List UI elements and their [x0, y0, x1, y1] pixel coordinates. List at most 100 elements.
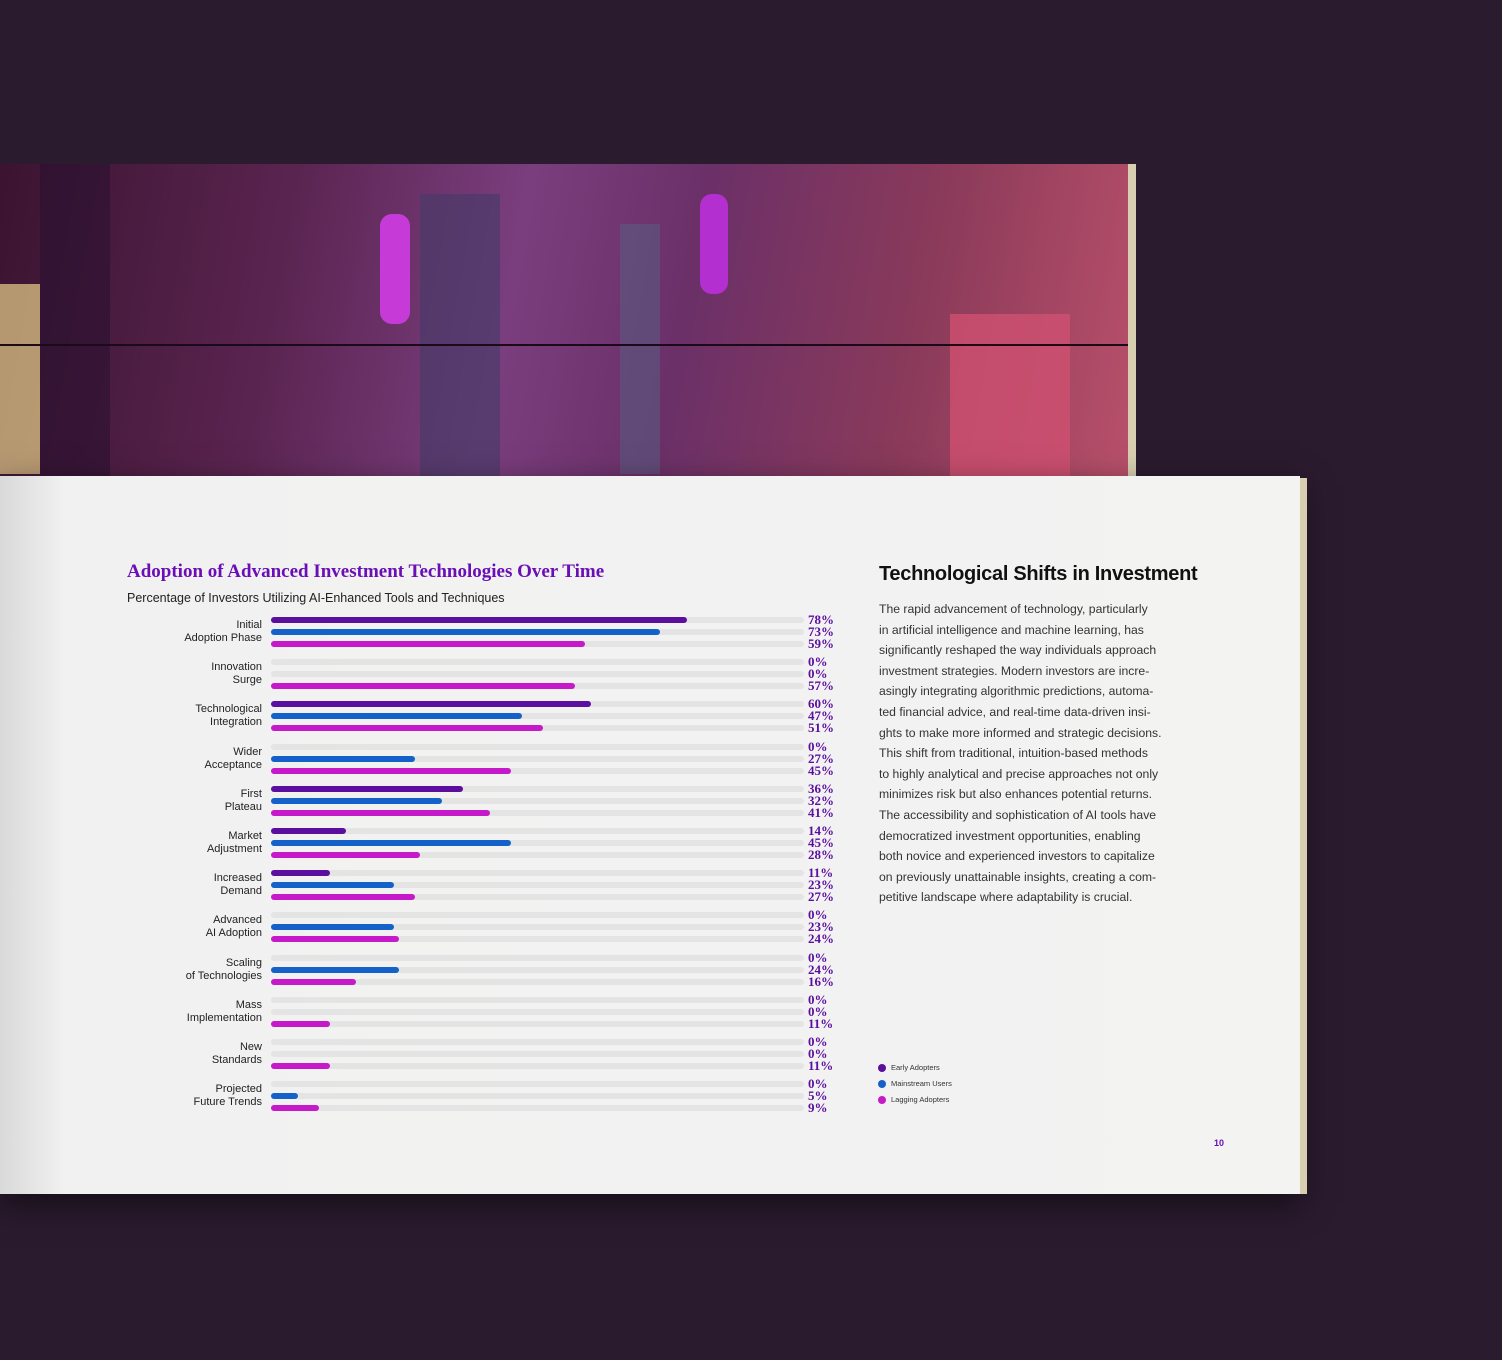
- bar: [271, 797, 442, 804]
- chart-subtitle: Percentage of Investors Utilizing AI-Enh…: [127, 591, 505, 605]
- bar: [271, 870, 330, 877]
- bar: [271, 840, 511, 846]
- bar-track: [271, 966, 804, 973]
- bar-track: [271, 785, 804, 792]
- body-text: The rapid advancement of technology, par…: [879, 602, 1162, 905]
- category-label: First Plateau: [224, 787, 262, 813]
- bar: [271, 809, 490, 816]
- bar-track: [271, 1039, 804, 1045]
- legend-marker: [878, 1096, 886, 1104]
- value-label: 11%: [808, 1015, 834, 1031]
- bar-track: [271, 1093, 804, 1100]
- bar-track: [271, 852, 804, 858]
- legend-label: Lagging Adopters: [891, 1095, 950, 1104]
- value-label: 0%: [808, 1046, 828, 1061]
- value-label: 51%: [808, 720, 834, 736]
- category-label: Market Adjustment: [206, 830, 262, 855]
- bar: [271, 1020, 330, 1027]
- cover-illustration: [0, 164, 1128, 476]
- bar: [271, 1105, 319, 1112]
- bar-track: [271, 936, 804, 943]
- category-label: Scaling of Technologies: [185, 956, 262, 982]
- bar-track: [271, 713, 804, 720]
- bar: [271, 785, 463, 792]
- bar-track: [271, 1008, 804, 1015]
- bar: [271, 683, 575, 690]
- value-label: 0%: [808, 1034, 828, 1049]
- category-label: Innovation Surge: [211, 661, 262, 687]
- book-page: [0, 476, 1300, 1194]
- bar: [271, 725, 543, 732]
- legend-marker: [878, 1080, 886, 1088]
- value-label: 14%: [808, 823, 834, 838]
- category-label: Mass Implementation: [186, 998, 262, 1024]
- category-label: Increased Demand: [213, 872, 262, 898]
- bar: [271, 924, 394, 931]
- category-label: New Standards: [211, 1041, 262, 1066]
- bar-track: [271, 882, 804, 889]
- value-label: 27%: [808, 750, 834, 766]
- value-label: 41%: [808, 804, 834, 820]
- value-label: 16%: [808, 973, 834, 989]
- value-label: 11%: [808, 1058, 834, 1073]
- category-label: Technological Integration: [195, 703, 262, 729]
- value-label: 0%: [808, 654, 828, 670]
- bar: [271, 978, 357, 985]
- page-number: 10: [1214, 1138, 1225, 1148]
- bar-track: [271, 924, 804, 931]
- bar: [271, 617, 687, 623]
- bar: [271, 852, 421, 858]
- value-label: 78%: [808, 612, 834, 627]
- bar-track: [271, 743, 804, 750]
- book-edge: [1300, 478, 1307, 1194]
- bar-track: [271, 1063, 804, 1069]
- bar-track: [271, 797, 804, 804]
- value-label: 59%: [808, 636, 834, 651]
- value-label: 0%: [808, 1003, 828, 1019]
- legend-label: Early Adopters: [891, 1063, 940, 1072]
- value-label: 57%: [808, 678, 834, 694]
- value-label: 23%: [808, 877, 834, 893]
- bar-track: [271, 755, 804, 762]
- bar: [271, 713, 522, 720]
- bar: [271, 629, 661, 635]
- chart-title: Adoption of Advanced Investment Technolo…: [127, 561, 605, 582]
- bar-track: [271, 1020, 804, 1027]
- bar-track: [271, 828, 804, 834]
- category-label: Advanced AI Adoption: [205, 914, 262, 940]
- value-label: 47%: [808, 708, 834, 724]
- value-label: 45%: [808, 762, 834, 778]
- book-edge: [1128, 164, 1136, 476]
- value-label: 0%: [808, 907, 828, 923]
- bar-track: [271, 954, 804, 961]
- bar-track: [271, 671, 804, 678]
- value-label: 27%: [808, 889, 834, 905]
- bar-track: [271, 912, 804, 919]
- bar-track: [271, 767, 804, 774]
- value-label: 24%: [808, 931, 834, 947]
- bar-track: [271, 809, 804, 816]
- bar: [271, 828, 346, 834]
- bar: [271, 936, 399, 943]
- value-label: 73%: [808, 624, 834, 639]
- value-label: 45%: [808, 835, 834, 850]
- value-label: 5%: [808, 1088, 828, 1104]
- bar: [271, 1063, 330, 1069]
- category-label: Wider Acceptance: [204, 745, 262, 771]
- category-label: Projected Future Trends: [193, 1083, 262, 1109]
- value-label: 11%: [808, 865, 834, 881]
- value-label: 32%: [808, 792, 834, 808]
- value-label: 23%: [808, 919, 834, 935]
- bar-track: [271, 1051, 804, 1057]
- legend-label: Mainstream Users: [891, 1079, 952, 1088]
- legend-marker: [878, 1064, 886, 1072]
- value-label: 0%: [808, 1076, 828, 1092]
- bar-track: [271, 894, 804, 901]
- bar: [271, 894, 415, 901]
- value-label: 60%: [808, 696, 834, 712]
- value-label: 36%: [808, 780, 834, 796]
- value-label: 0%: [808, 738, 828, 754]
- bar: [271, 641, 586, 647]
- bar-track: [271, 870, 804, 877]
